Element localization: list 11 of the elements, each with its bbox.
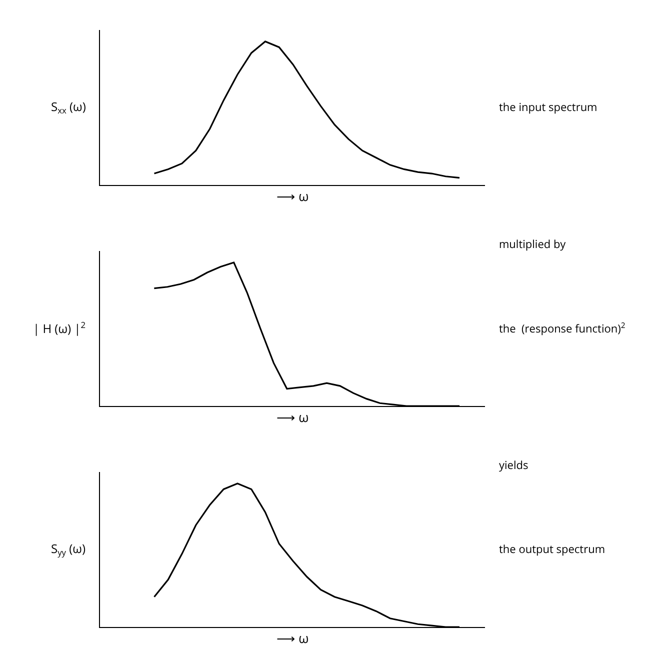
y-axis-title: S$_{yy}$ (ω)	[51, 540, 86, 559]
x-axis-title: ⟶ ω	[276, 187, 309, 206]
text: the input spectrum	[499, 100, 598, 115]
x-axis-title: ⟶ ω	[276, 629, 309, 648]
x-axis-title: ⟶ ω	[276, 408, 309, 426]
text: multiplied by	[499, 237, 566, 252]
text: the output spectrum	[499, 542, 606, 557]
y-axis-title: S$_{xx}$ (ω)	[51, 98, 86, 117]
text: yields	[499, 458, 528, 473]
y-axis-title: | H (ω) |$^{2}$	[33, 320, 86, 338]
text: the (response function)$^{2}$	[499, 321, 626, 337]
